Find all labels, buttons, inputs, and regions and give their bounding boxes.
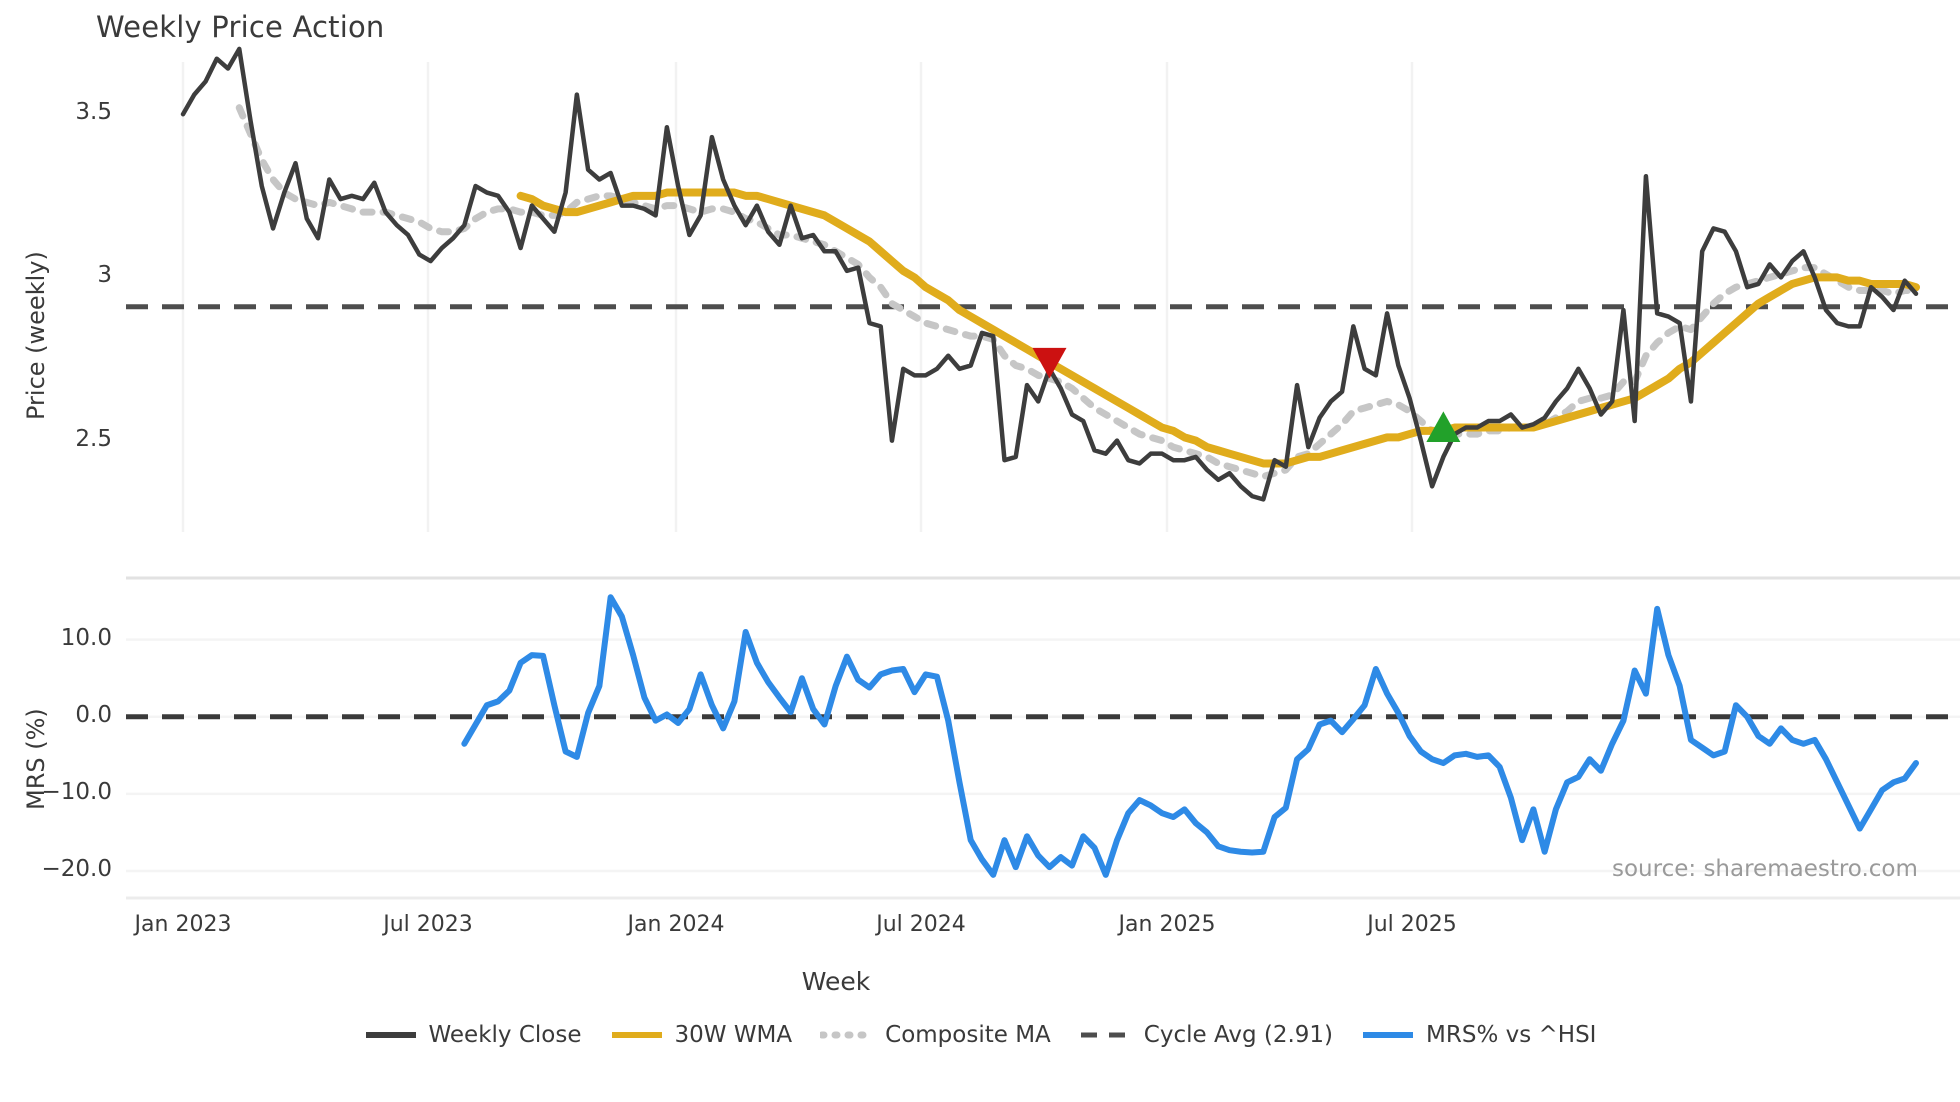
mrs-y-tick: −20.0 [41,856,112,882]
x-axis-label: Week [801,967,871,996]
mrs-y-tick: −10.0 [41,778,112,805]
mrs-panel [126,576,1960,900]
mrs-y-tick: 10.0 [60,624,112,651]
weekly-close-line [180,46,1919,502]
chart-legend: Weekly Close 30W WMA Composite MA Cycle Avg… [0,1022,1960,1048]
legend-label: Weekly Close [428,1022,582,1048]
legend-item[interactable]: 30W WMA [610,1022,793,1048]
price-plot-svg [126,46,1960,532]
x-tick: Jan 2025 [1118,912,1216,937]
wma-30w-line [516,188,1920,468]
price-y-tick: 2.5 [75,425,112,452]
price-y-tick: 3.5 [75,99,112,126]
x-tick: Jul 2024 [876,912,966,937]
legend-swatch-solid [1363,1032,1414,1038]
source-watermark: source: sharemaestro.com [1612,856,1918,882]
mrs-percent-line [461,594,1919,878]
price-panel [126,46,1960,532]
x-tick: Jan 2023 [134,912,232,937]
legend-swatch-dashed [1080,1032,1131,1038]
legend-label: 30W WMA [674,1022,793,1048]
legend-label: MRS% vs ^HSI [1426,1022,1597,1048]
chart-title: Weekly Price Action [96,10,385,44]
x-tick: Jan 2024 [627,912,725,937]
legend-item[interactable]: Weekly Close [364,1022,582,1048]
mrs-plot-svg [126,576,1960,900]
sell-marker [1032,347,1067,379]
composite-ma-line [235,104,1920,481]
x-tick: Jul 2023 [383,912,473,937]
legend-swatch-solid [365,1032,416,1038]
x-tick: Jul 2025 [1367,912,1457,937]
legend-item[interactable]: Cycle Avg (2.91) [1079,1022,1333,1048]
legend-swatch-solid [611,1032,662,1038]
legend-label: Composite MA [885,1022,1051,1048]
legend-item[interactable]: Composite MA [820,1022,1051,1048]
buy-marker [1426,411,1461,443]
price-y-tick: 3 [97,262,112,289]
legend-label: Cycle Avg (2.91) [1143,1022,1334,1048]
mrs-y-tick: 0.0 [75,701,112,728]
legend-item[interactable]: MRS% vs ^HSI [1361,1022,1596,1048]
legend-swatch-dotted [820,1031,875,1039]
